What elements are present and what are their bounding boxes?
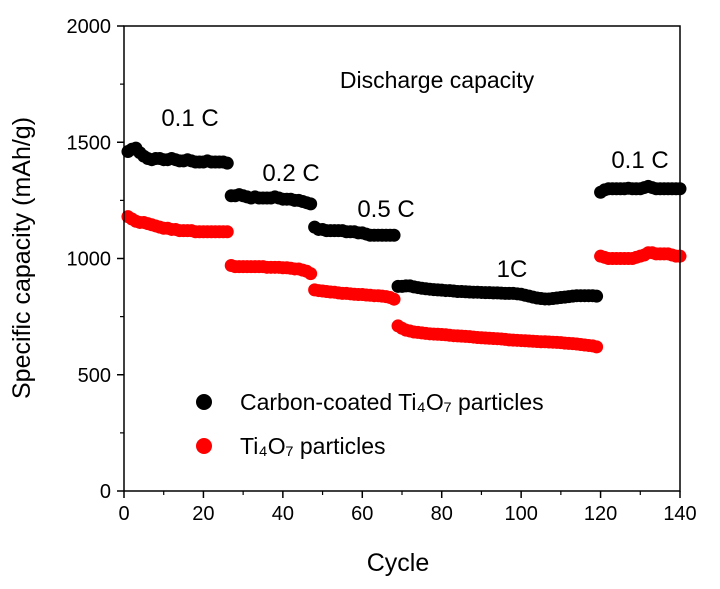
axis-ticks: 0 20 40 60 80 100 120 140 0 500 1000 1500 2000 bbox=[67, 16, 697, 525]
x-tick-label: 80 bbox=[431, 503, 453, 525]
x-tick-label: 20 bbox=[192, 503, 214, 525]
x-tick-label: 100 bbox=[504, 503, 537, 525]
rate-label: 0.1 C bbox=[161, 105, 218, 132]
x-tick-label: 60 bbox=[351, 503, 373, 525]
data-point-series-0 bbox=[590, 289, 604, 303]
data-point-series-0 bbox=[304, 197, 318, 211]
rate-label: 1C bbox=[497, 256, 528, 283]
y-tick-label: 0 bbox=[100, 481, 111, 503]
legend: Carbon-coated Ti₄O₇ particles Ti₄O₇ part… bbox=[196, 389, 544, 459]
data-points bbox=[121, 141, 687, 354]
y-tick-label: 500 bbox=[78, 365, 111, 387]
x-tick-label: 120 bbox=[584, 503, 617, 525]
x-tick-label: 140 bbox=[663, 503, 696, 525]
y-tick-label: 2000 bbox=[67, 16, 112, 38]
y-tick-label: 1500 bbox=[67, 132, 112, 154]
rate-annotations: 0.1 C 0.2 C 0.5 C 1C 0.1 C bbox=[161, 105, 668, 283]
data-point-series-0 bbox=[387, 228, 401, 242]
rate-label: 0.1 C bbox=[611, 147, 668, 174]
rate-label: 0.5 C bbox=[357, 196, 414, 223]
x-tick-label: 40 bbox=[272, 503, 294, 525]
x-tick-label: 0 bbox=[118, 503, 129, 525]
chart-title: Discharge capacity bbox=[340, 67, 535, 93]
legend-marker-carbon-coated bbox=[196, 394, 212, 410]
data-point-series-1 bbox=[220, 225, 234, 239]
legend-marker-ti4o7 bbox=[196, 438, 212, 454]
data-point-series-1 bbox=[387, 292, 401, 306]
legend-label-carbon-coated: Carbon-coated Ti₄O₇ particles bbox=[240, 389, 544, 415]
data-point-series-1 bbox=[590, 340, 604, 354]
data-point-series-1 bbox=[304, 267, 318, 281]
y-axis-label: Specific capacity (mAh/g) bbox=[8, 117, 36, 399]
legend-label-ti4o7: Ti₄O₇ particles bbox=[240, 433, 386, 459]
data-point-series-0 bbox=[220, 156, 234, 170]
y-tick-label: 1000 bbox=[67, 249, 112, 271]
x-axis-label: Cycle bbox=[367, 549, 430, 577]
rate-label: 0.2 C bbox=[262, 160, 319, 187]
